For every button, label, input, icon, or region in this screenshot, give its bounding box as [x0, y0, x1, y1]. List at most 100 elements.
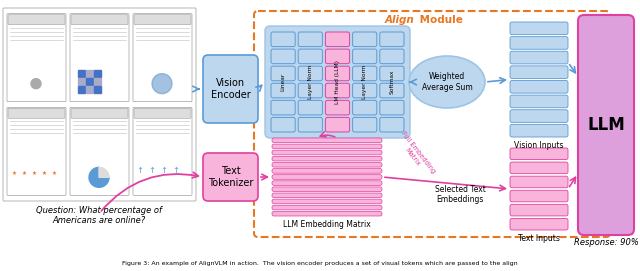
FancyBboxPatch shape: [325, 32, 349, 47]
Bar: [94, 78, 101, 85]
FancyBboxPatch shape: [272, 205, 382, 210]
FancyBboxPatch shape: [510, 37, 568, 49]
FancyBboxPatch shape: [298, 49, 323, 64]
FancyBboxPatch shape: [271, 83, 295, 98]
FancyBboxPatch shape: [298, 83, 323, 98]
FancyBboxPatch shape: [510, 95, 568, 108]
FancyBboxPatch shape: [133, 107, 192, 195]
FancyBboxPatch shape: [272, 187, 382, 192]
Bar: [86, 86, 93, 93]
FancyBboxPatch shape: [7, 107, 66, 195]
FancyBboxPatch shape: [272, 169, 382, 173]
Text: LM Head (LLM): LM Head (LLM): [335, 60, 340, 104]
Text: Weighted
Average Sum: Weighted Average Sum: [422, 72, 472, 92]
Bar: [78, 78, 85, 85]
FancyBboxPatch shape: [298, 32, 323, 47]
FancyBboxPatch shape: [134, 15, 191, 25]
FancyBboxPatch shape: [380, 83, 404, 98]
Text: ↑: ↑: [172, 166, 179, 175]
FancyBboxPatch shape: [272, 193, 382, 198]
FancyBboxPatch shape: [353, 49, 377, 64]
FancyBboxPatch shape: [510, 124, 568, 137]
Text: Figure 3: An example of AlignVLM in action.  The vision encoder produces a set o: Figure 3: An example of AlignVLM in acti…: [122, 261, 518, 266]
FancyBboxPatch shape: [510, 190, 568, 202]
Bar: [78, 70, 85, 77]
Bar: [94, 70, 101, 77]
FancyBboxPatch shape: [203, 153, 258, 201]
Text: ↑: ↑: [148, 166, 155, 175]
Text: Align: Align: [384, 15, 414, 25]
FancyBboxPatch shape: [272, 211, 382, 216]
Text: Softmax: Softmax: [389, 70, 394, 94]
FancyBboxPatch shape: [510, 80, 568, 93]
Text: ★: ★: [12, 171, 17, 176]
FancyBboxPatch shape: [298, 117, 323, 132]
FancyBboxPatch shape: [510, 51, 568, 64]
FancyBboxPatch shape: [380, 32, 404, 47]
FancyBboxPatch shape: [510, 66, 568, 79]
FancyBboxPatch shape: [134, 108, 191, 118]
FancyBboxPatch shape: [272, 156, 382, 161]
FancyBboxPatch shape: [380, 66, 404, 81]
FancyBboxPatch shape: [70, 14, 129, 102]
FancyBboxPatch shape: [133, 14, 192, 102]
Text: ★: ★: [42, 171, 47, 176]
FancyBboxPatch shape: [272, 144, 382, 149]
Text: Full Embedding
Matrix: Full Embedding Matrix: [394, 131, 436, 179]
Text: ★: ★: [32, 171, 37, 176]
Text: LLM: LLM: [587, 116, 625, 134]
FancyBboxPatch shape: [353, 83, 377, 98]
Wedge shape: [89, 167, 109, 187]
Text: Question: What percentage of
Americans are online?: Question: What percentage of Americans a…: [36, 206, 163, 225]
Text: Layer Norm: Layer Norm: [308, 65, 313, 99]
FancyBboxPatch shape: [510, 176, 568, 188]
Text: Response: 90%: Response: 90%: [573, 238, 639, 247]
FancyBboxPatch shape: [510, 218, 568, 230]
FancyBboxPatch shape: [272, 162, 382, 167]
FancyBboxPatch shape: [325, 100, 349, 115]
FancyBboxPatch shape: [325, 117, 349, 132]
FancyBboxPatch shape: [271, 66, 295, 81]
FancyBboxPatch shape: [272, 138, 382, 143]
Text: ★: ★: [52, 171, 57, 176]
FancyBboxPatch shape: [8, 15, 65, 25]
Text: Layer Norm: Layer Norm: [362, 65, 367, 99]
Ellipse shape: [409, 56, 485, 108]
FancyBboxPatch shape: [272, 181, 382, 185]
FancyBboxPatch shape: [8, 108, 65, 118]
Bar: [94, 86, 101, 93]
Circle shape: [152, 74, 172, 94]
FancyBboxPatch shape: [353, 100, 377, 115]
Text: ★: ★: [22, 171, 27, 176]
FancyBboxPatch shape: [380, 117, 404, 132]
Text: LLM Embedding Matrix: LLM Embedding Matrix: [283, 220, 371, 229]
FancyBboxPatch shape: [510, 204, 568, 216]
FancyBboxPatch shape: [271, 117, 295, 132]
Bar: [86, 78, 93, 85]
FancyBboxPatch shape: [510, 110, 568, 122]
FancyBboxPatch shape: [510, 148, 568, 160]
FancyBboxPatch shape: [272, 150, 382, 155]
FancyBboxPatch shape: [298, 66, 323, 81]
FancyBboxPatch shape: [7, 14, 66, 102]
FancyBboxPatch shape: [272, 175, 382, 179]
Text: Vision Inputs: Vision Inputs: [515, 141, 564, 150]
FancyBboxPatch shape: [353, 32, 377, 47]
FancyBboxPatch shape: [71, 108, 128, 118]
FancyBboxPatch shape: [325, 83, 349, 98]
FancyBboxPatch shape: [298, 100, 323, 115]
FancyBboxPatch shape: [271, 49, 295, 64]
FancyBboxPatch shape: [265, 26, 410, 138]
FancyBboxPatch shape: [353, 66, 377, 81]
FancyBboxPatch shape: [71, 15, 128, 25]
Text: Text
Tokenizer: Text Tokenizer: [208, 166, 253, 188]
FancyBboxPatch shape: [578, 15, 634, 235]
FancyBboxPatch shape: [3, 8, 196, 201]
FancyBboxPatch shape: [325, 66, 349, 81]
Text: ↑: ↑: [136, 166, 143, 175]
Text: Text Inputs: Text Inputs: [518, 234, 560, 243]
FancyBboxPatch shape: [272, 199, 382, 204]
Bar: [86, 70, 93, 77]
FancyBboxPatch shape: [325, 49, 349, 64]
Wedge shape: [99, 167, 109, 177]
